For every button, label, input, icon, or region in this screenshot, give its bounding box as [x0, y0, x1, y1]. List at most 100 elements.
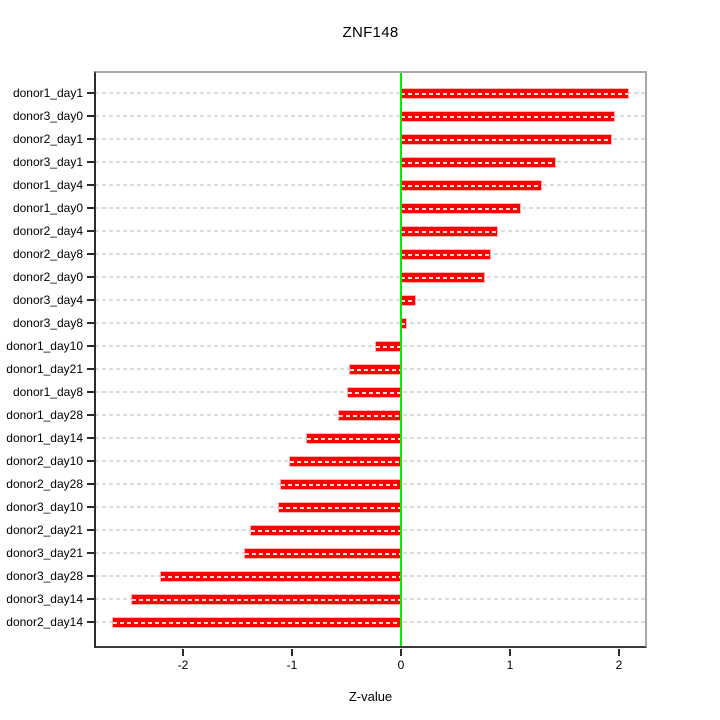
x-tick-label: -1	[286, 658, 298, 672]
y-axis-tick	[87, 529, 94, 531]
category-label: donor3_day10	[6, 500, 83, 514]
row-gridline	[95, 299, 646, 301]
y-axis-tick	[87, 161, 94, 163]
plot-area: Z-value donor1_day1 donor3_day0 donor2_day…	[6, 71, 647, 704]
bar-donor1_day1	[401, 89, 628, 98]
category-label: donor1_day8	[12, 385, 83, 399]
row-gridline	[95, 207, 646, 209]
x-axis-tick	[509, 649, 511, 656]
category-label: donor1_day1	[12, 86, 83, 100]
y-axis-tick	[87, 575, 94, 577]
x-axis-tick	[182, 649, 184, 656]
bar-donor1_day21	[350, 365, 401, 374]
bar-donor1_day28	[339, 411, 401, 420]
bar-donor1_day8	[348, 388, 401, 397]
bar-donor3_day4	[401, 296, 415, 305]
category-label: donor2_day10	[6, 454, 83, 468]
y-axis-tick	[87, 253, 94, 255]
bar-donor2_day28	[281, 480, 401, 489]
y-axis-tick	[87, 345, 94, 347]
y-axis-tick	[87, 207, 94, 209]
category-label: donor1_day0	[12, 201, 83, 215]
row-gridline	[95, 230, 646, 232]
row-gridline	[95, 92, 646, 94]
y-axis-tick	[87, 184, 94, 186]
row-gridline	[95, 115, 646, 117]
bar-donor2_day8	[401, 250, 490, 259]
category-label: donor1_day10	[6, 339, 83, 353]
row-gridline	[95, 276, 646, 278]
bar-donor3_day8	[401, 319, 406, 328]
category-label: donor2_day1	[12, 132, 83, 146]
bar-donor3_day28	[161, 572, 401, 581]
y-axis-tick	[87, 368, 94, 370]
bar-donor2_day10	[290, 457, 401, 466]
x-tick-label: 0	[397, 658, 405, 672]
bar-donor1_day10	[376, 342, 401, 351]
category-label: donor2_day21	[6, 523, 83, 537]
y-axis-tick	[87, 230, 94, 232]
row-gridline	[95, 345, 646, 347]
y-axis-tick	[87, 506, 94, 508]
bar-donor3_day21	[245, 549, 401, 558]
category-label: donor3_day8	[12, 316, 83, 330]
x-tick-label: 2	[615, 658, 623, 672]
zero-reference-line	[400, 72, 402, 647]
category-label: donor3_day1	[12, 155, 83, 169]
category-label: donor1_day28	[6, 408, 83, 422]
bar-donor2_day21	[251, 526, 401, 535]
row-gridline	[95, 138, 646, 140]
y-axis-tick	[87, 276, 94, 278]
category-label: donor2_day14	[6, 615, 83, 629]
y-axis-tick	[87, 598, 94, 600]
bar-donor3_day14	[132, 595, 401, 604]
x-axis-tick	[618, 649, 620, 656]
category-label: donor3_day0	[12, 109, 83, 123]
y-axis-tick	[87, 460, 94, 462]
x-axis-tick	[400, 649, 402, 656]
bar-donor2_day0	[401, 273, 484, 282]
category-label: donor1_day14	[6, 431, 83, 445]
x-axis-tick	[291, 649, 293, 656]
category-label: donor1_day21	[6, 362, 83, 376]
y-axis-tick	[87, 92, 94, 94]
bar-donor3_day0	[401, 112, 614, 121]
category-label: donor3_day14	[6, 592, 83, 606]
chart-title: ZNF148	[342, 24, 399, 41]
x-tick-label: -2	[177, 658, 189, 672]
y-axis-tick	[87, 391, 94, 393]
category-label: donor3_day28	[6, 569, 83, 583]
category-label: donor1_day4	[12, 178, 83, 192]
category-label: donor3_day21	[6, 546, 83, 560]
y-axis-tick	[87, 552, 94, 554]
bar-donor2_day14	[113, 618, 401, 627]
row-gridline	[95, 184, 646, 186]
y-axis-tick	[87, 414, 94, 416]
category-label: donor2_day28	[6, 477, 83, 491]
x-axis-title: Z-value	[348, 689, 393, 704]
y-axis-tick	[87, 437, 94, 439]
category-label: donor3_day4	[12, 293, 83, 307]
y-axis-tick	[87, 299, 94, 301]
plot-border	[94, 71, 647, 648]
y-axis-tick	[87, 483, 94, 485]
bar-donor1_day0	[401, 204, 520, 213]
category-label: donor2_day8	[12, 247, 83, 261]
y-axis-tick	[87, 621, 94, 623]
bar-donor2_day1	[401, 135, 611, 144]
y-axis-tick	[87, 322, 94, 324]
bar-donor2_day4	[401, 227, 497, 236]
y-axis-tick	[87, 138, 94, 140]
bar-donor3_day10	[279, 503, 401, 512]
category-label: donor2_day0	[12, 270, 83, 284]
x-tick-label: 1	[506, 658, 514, 672]
bar-donor1_day14	[307, 434, 401, 443]
bar-donor3_day1	[401, 158, 555, 167]
category-label: donor2_day4	[12, 224, 83, 238]
y-axis-tick	[87, 115, 94, 117]
row-gridline	[95, 253, 646, 255]
row-gridline	[95, 161, 646, 163]
bar-donor1_day4	[401, 181, 541, 190]
row-gridline	[95, 322, 646, 324]
